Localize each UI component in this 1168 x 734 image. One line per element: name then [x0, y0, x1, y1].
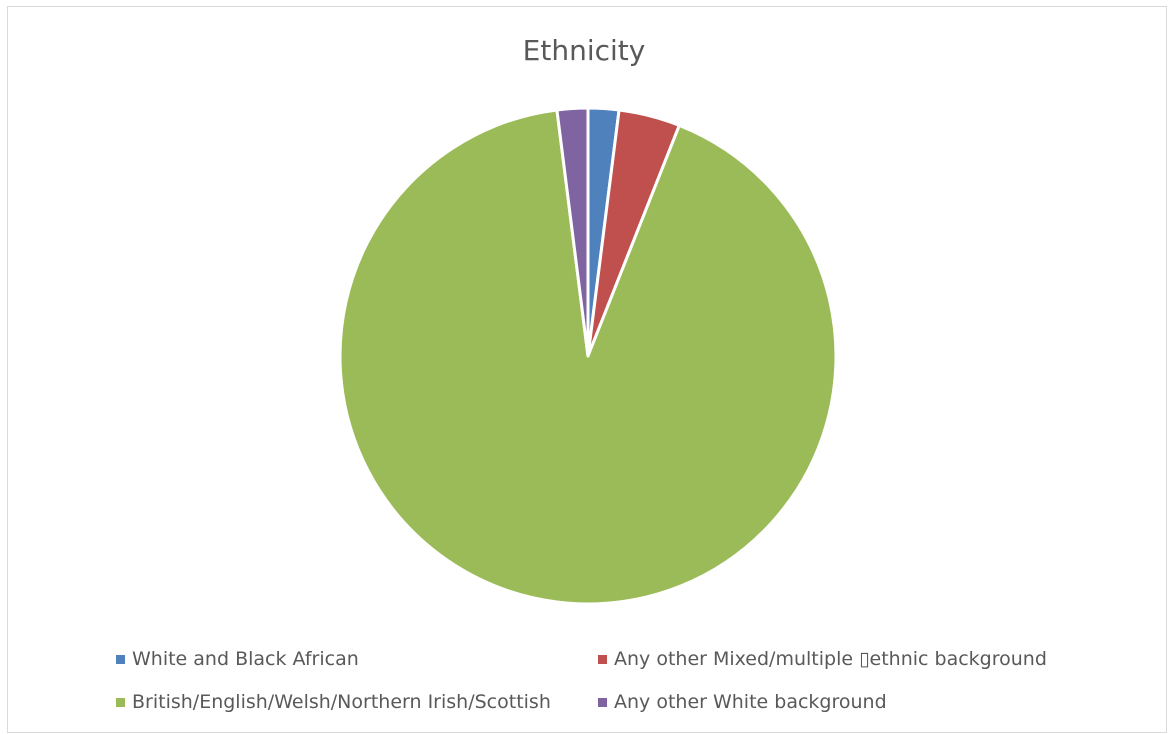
- pie-slices: [338, 106, 838, 606]
- chart-title: Ethnicity: [522, 34, 646, 67]
- slice-other-white: [555, 106, 590, 358]
